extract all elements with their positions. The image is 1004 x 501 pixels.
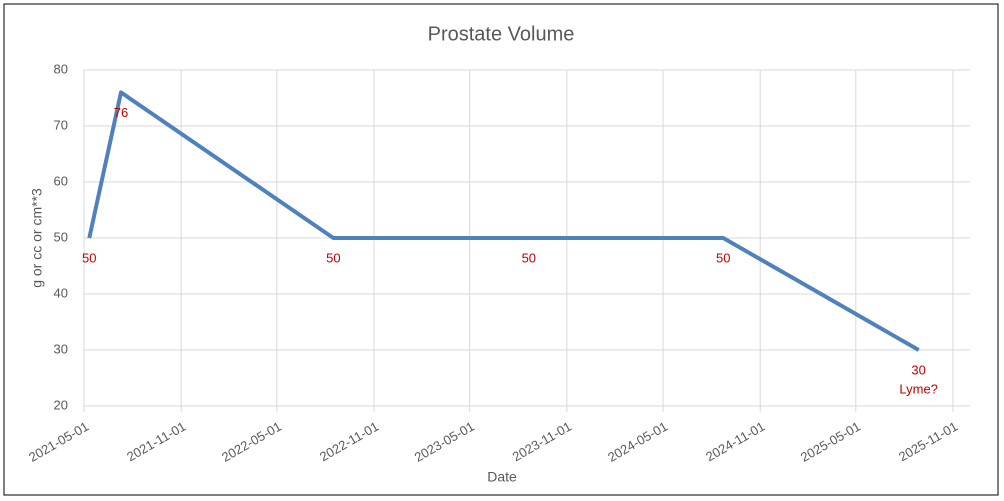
chart-frame — [3, 3, 999, 496]
data-label: 30 — [911, 362, 925, 377]
y-tick-label: 60 — [54, 173, 68, 188]
x-axis-title: Date — [487, 469, 517, 485]
y-tick-label: 20 — [54, 397, 68, 412]
y-tick-label: 40 — [54, 285, 68, 300]
chart-title: Prostate Volume — [428, 23, 575, 45]
data-label: 50 — [522, 250, 536, 265]
annotation: Lyme? — [899, 381, 938, 396]
data-label: 50 — [326, 250, 340, 265]
y-axis-title: g or cc or cm**3 — [29, 188, 45, 288]
data-label: 50 — [716, 250, 730, 265]
y-tick-label: 80 — [54, 61, 68, 76]
y-tick-label: 70 — [54, 117, 68, 132]
data-label: 76 — [114, 105, 128, 120]
y-tick-label: 50 — [54, 229, 68, 244]
line — [87, 90, 920, 352]
data-label: 50 — [82, 250, 96, 265]
y-tick-label: 30 — [54, 341, 68, 356]
